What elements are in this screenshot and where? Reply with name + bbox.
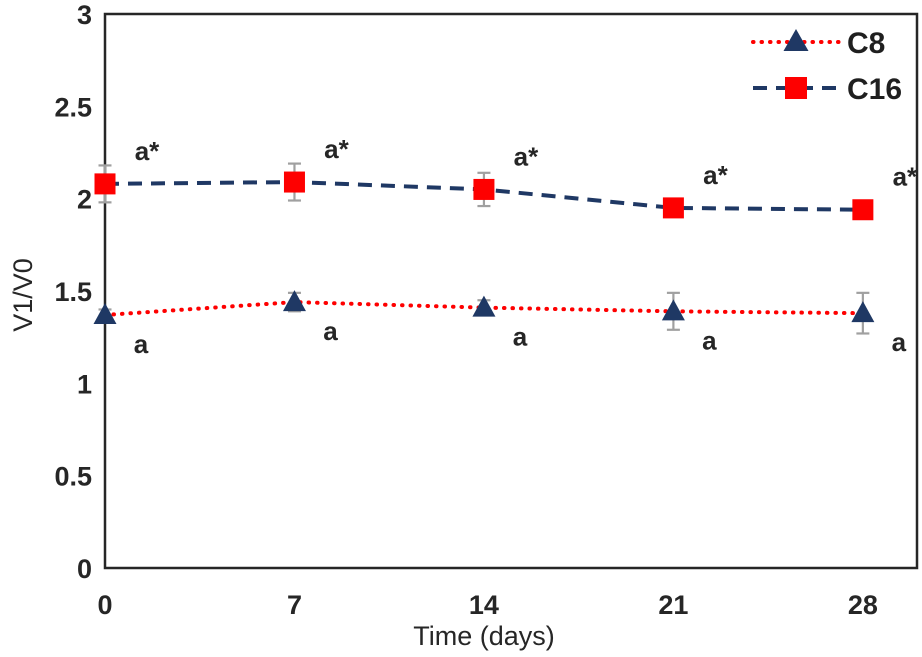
c16-square-marker [473,178,495,200]
legend-triangle-marker-icon [783,29,809,51]
point-label-c8: a [702,325,717,355]
c8-triangle-marker [661,299,685,321]
c8-triangle-marker [282,290,306,312]
y-tick-label: 1 [77,369,92,399]
x-tick-label: 7 [287,590,302,620]
point-label-c16: a* [514,141,539,171]
series-c8-line [103,300,865,318]
c16-square-marker [852,199,874,221]
c16-square-marker [283,171,305,193]
plot-area-border [103,12,919,570]
c16-square-marker [94,173,116,195]
y-tick-label: 2.5 [54,92,92,122]
legend-square-marker-icon [785,77,807,99]
c8-triangle-marker [472,295,496,317]
legend-label-c8: C8 [847,27,885,60]
y-tick-label: 3 [77,0,92,30]
point-label-c8: a [323,316,338,346]
point-label-c16: a* [703,160,728,190]
y-tick-label: 2 [77,185,92,215]
x-axis-title: Time (days) [413,621,555,651]
x-tick-label: 14 [469,590,499,620]
point-label-c16: a* [135,136,160,166]
point-label-c8: a [892,327,907,357]
y-tick-label: 0.5 [54,462,92,492]
c8-triangle-marker [93,303,117,325]
point-label-c16: a* [893,162,918,192]
point-label-c16: a* [324,134,349,164]
point-label-c8: a [513,322,528,352]
x-tick-label: 21 [658,590,688,620]
c8-triangle-marker [851,301,875,323]
x-tick-label: 0 [97,590,112,620]
legend-label-c16: C16 [847,73,902,106]
y-tick-label: 0 [77,554,92,584]
c16-square-marker [662,197,684,219]
point-label-c8: a [134,329,149,359]
x-tick-label: 28 [848,590,878,620]
y-tick-label: 1.5 [54,277,92,307]
y-axis-title: V1/V0 [8,258,38,332]
